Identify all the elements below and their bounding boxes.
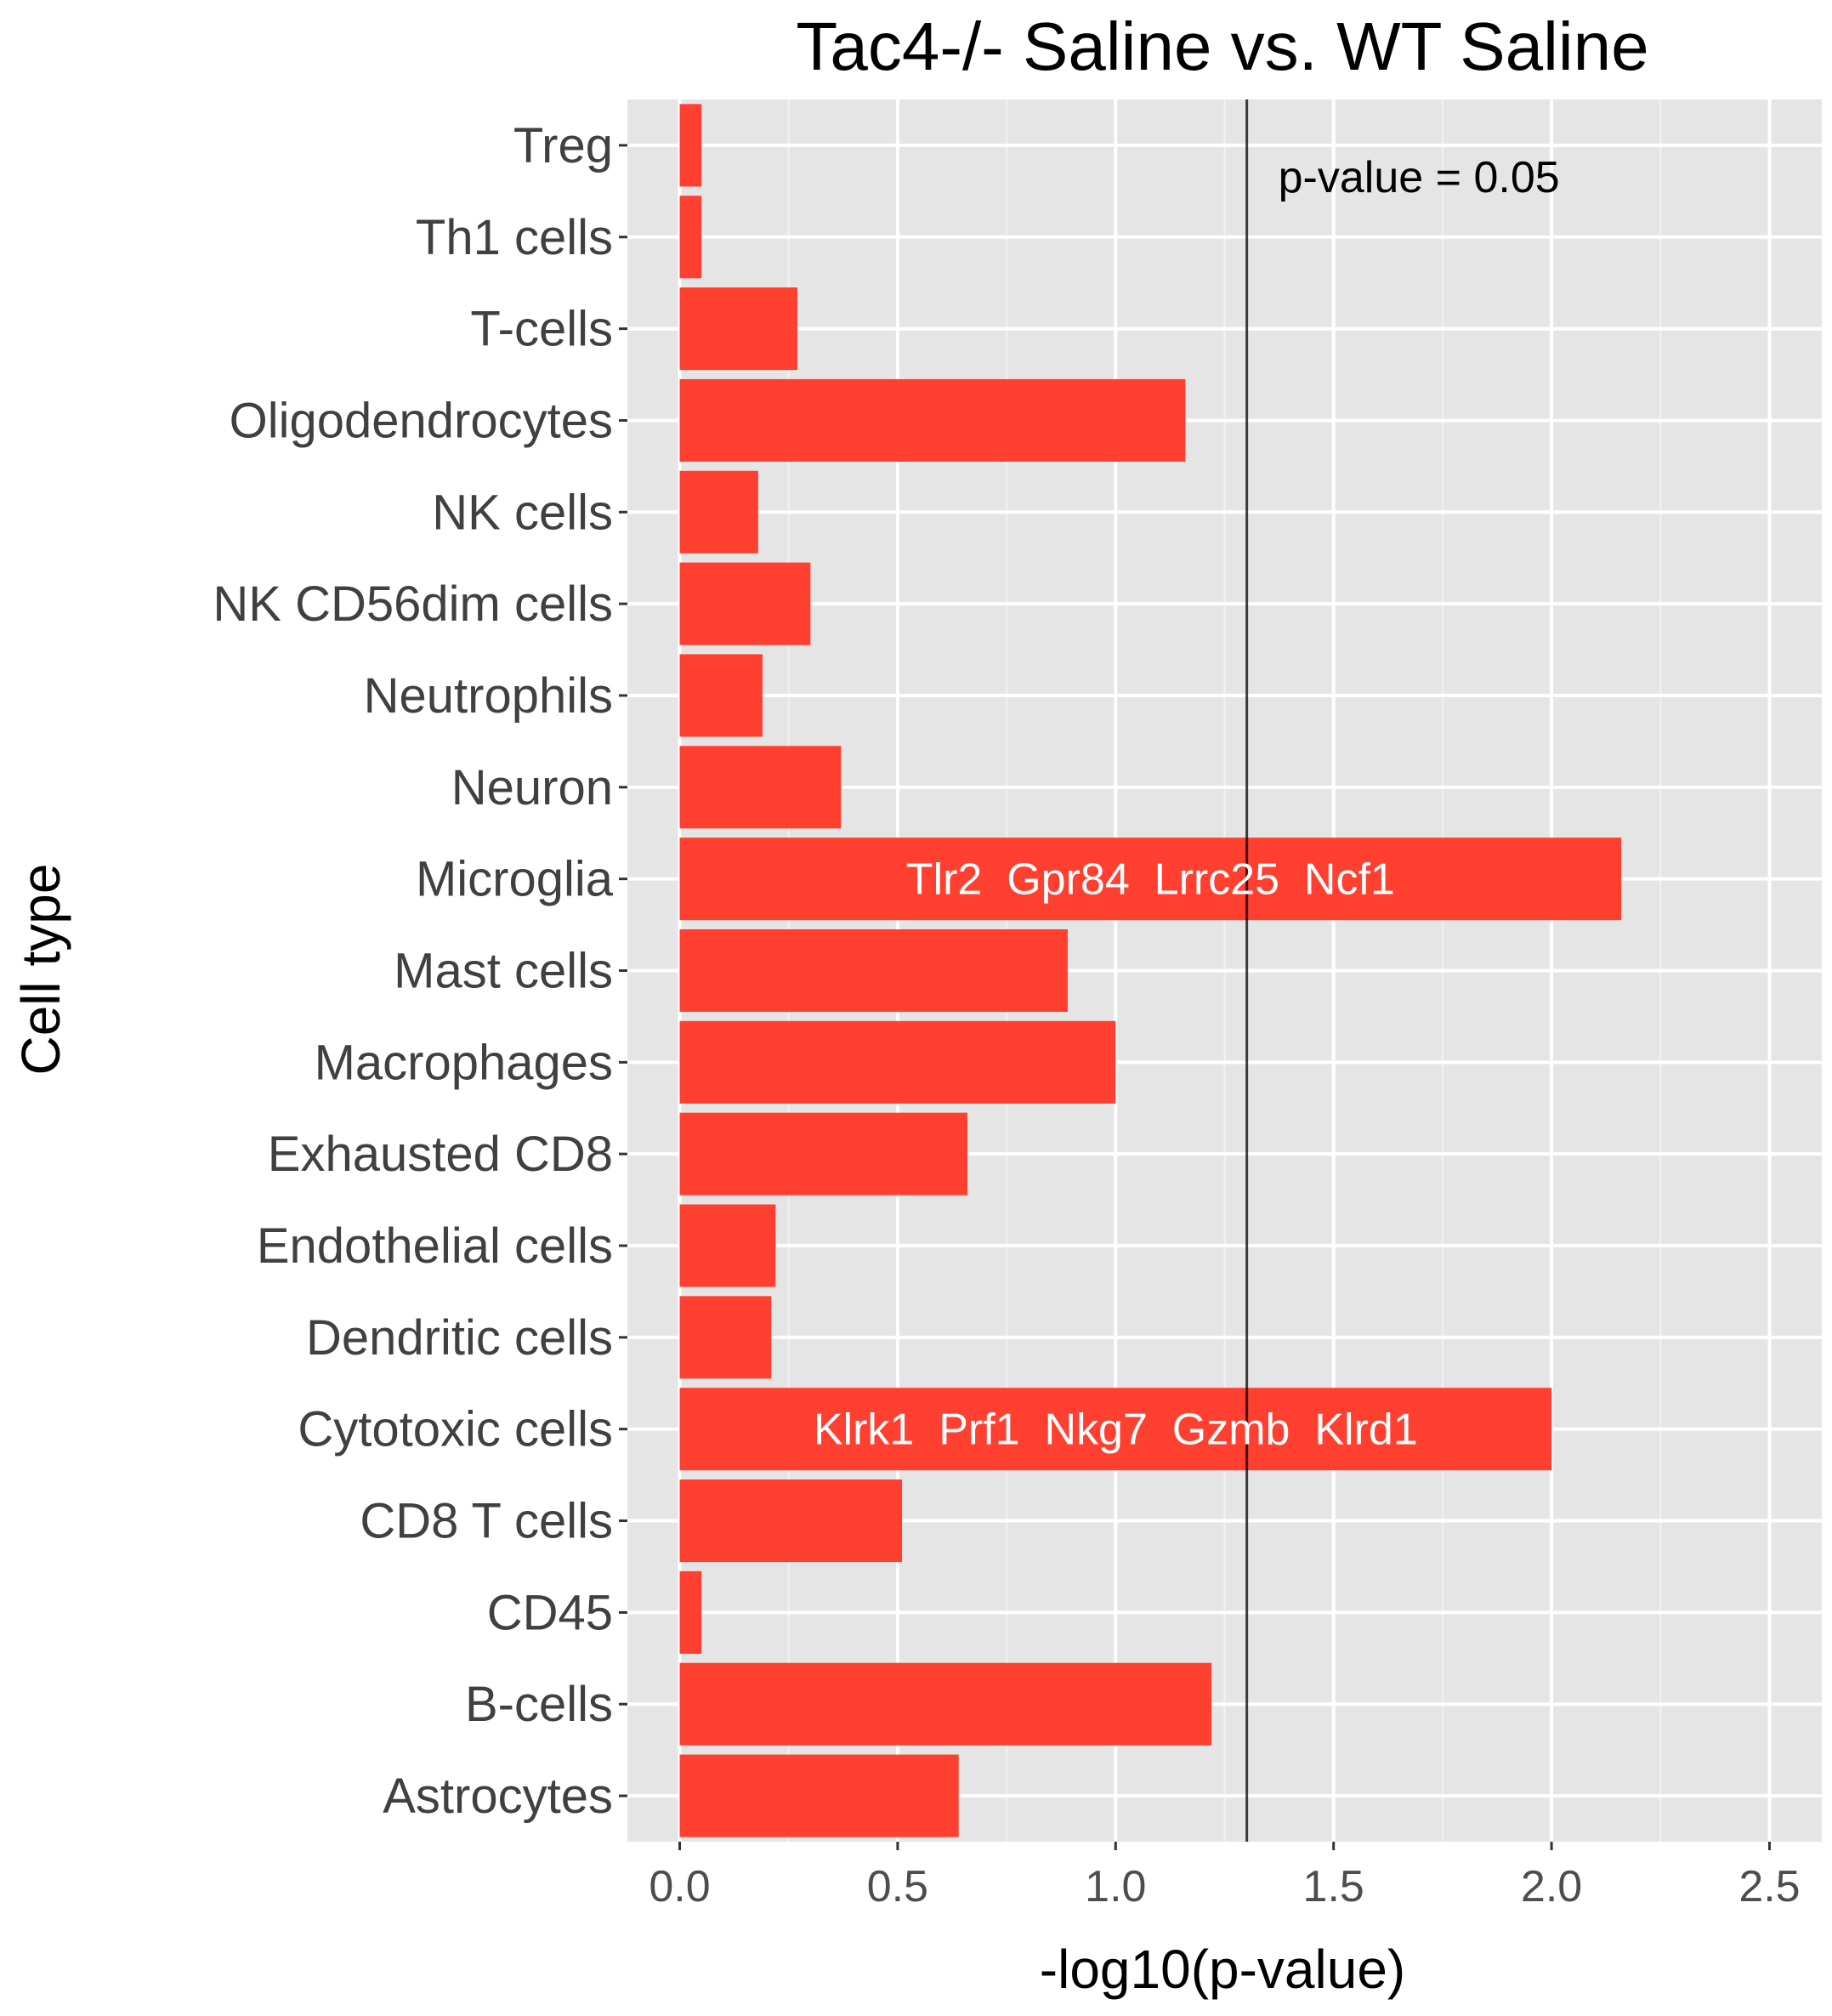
y-tick-label: Macrophages	[315, 1035, 613, 1090]
bar	[679, 838, 1622, 921]
bar	[679, 378, 1186, 462]
bar	[679, 470, 758, 554]
x-tick-label: 0.5	[867, 1862, 928, 1911]
y-tick-label: Neutrophils	[364, 668, 613, 724]
bar-annotations: Tlr2 Gpr84 Lrrc25 Ncf1 Klrk1 Prf1 Nkg7 Gz…	[814, 855, 1418, 1455]
threshold-label: p-value = 0.05	[1279, 153, 1560, 202]
x-tick-label: 1.0	[1085, 1862, 1146, 1911]
y-tick-label: Th1 cells	[416, 210, 613, 265]
y-tick-label: Neuron	[451, 760, 613, 815]
y-tick-label: Mast cells	[394, 944, 613, 999]
y-tick-label: T-cells	[470, 302, 613, 357]
bar	[679, 1020, 1116, 1104]
x-tick-label: 0.0	[649, 1862, 710, 1911]
x-tick-label: 2.5	[1738, 1862, 1800, 1911]
bar	[679, 1388, 1552, 1471]
y-tick-label: CD8 T cells	[360, 1494, 613, 1549]
bar	[679, 1662, 1212, 1746]
bar	[679, 1570, 702, 1654]
bar	[679, 562, 811, 645]
bar	[679, 1754, 959, 1837]
y-tick-label: NK cells	[432, 485, 613, 540]
y-tick-label: Treg	[513, 118, 613, 173]
y-tick-label: B-cells	[465, 1677, 613, 1732]
x-axis-ticks: 0.0 0.5 1.0 1.5 2.0 2.5	[649, 1842, 1801, 1911]
bar	[679, 1112, 967, 1195]
gene-annotation: Tlr2 Gpr84 Lrrc25 Ncf1	[906, 855, 1395, 905]
y-tick-label: Endothelial cells	[257, 1218, 613, 1274]
bar	[679, 746, 842, 829]
y-tick-label: Astrocytes	[383, 1769, 613, 1824]
y-tick-label: CD45	[487, 1585, 613, 1640]
bar	[679, 287, 797, 371]
x-tick-label: 1.5	[1303, 1862, 1364, 1911]
bar	[679, 654, 763, 737]
y-axis-title: Cell type	[10, 864, 71, 1076]
y-tick-label: NK CD56dim cells	[213, 576, 613, 632]
y-tick-label: Dendritic cells	[306, 1310, 613, 1366]
gene-annotation: Klrk1 Prf1 Nkg7 Gzmb Klrd1	[814, 1406, 1418, 1455]
y-tick-label: Cytotoxic cells	[298, 1402, 613, 1457]
bar	[679, 104, 702, 187]
bar	[679, 1296, 772, 1379]
y-tick-label: Exhausted CD8	[268, 1127, 613, 1182]
bar	[679, 1204, 776, 1287]
y-tick-label: Microglia	[416, 852, 614, 907]
bar	[679, 196, 702, 279]
chart-title: Tac4-/- Saline vs. WT Saline	[796, 9, 1648, 84]
y-axis-ticks: Treg Th1 cells T-cells Oligodendrocytes NK c…	[213, 118, 627, 1824]
y-tick-label: Oligodendrocytes	[230, 393, 613, 448]
bar	[679, 1479, 903, 1563]
bar	[679, 928, 1068, 1013]
x-axis-title: -log10(p-value)	[1040, 1939, 1405, 2000]
bars	[679, 104, 1622, 1837]
x-tick-label: 2.0	[1521, 1862, 1582, 1911]
